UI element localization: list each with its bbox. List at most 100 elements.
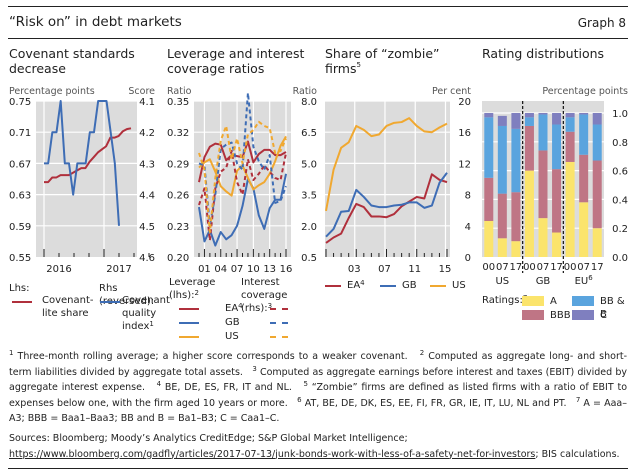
chart-covenant: Percentage points Score 0.75 0.71 0.67 0.63 0.… bbox=[9, 86, 155, 275]
legend-label: GB bbox=[402, 280, 417, 291]
bar-c bbox=[538, 113, 548, 115]
y-axis-label-right: Score bbox=[128, 86, 155, 97]
bar-bbb bbox=[565, 131, 575, 162]
bar-a bbox=[565, 161, 575, 257]
series-zombie-gb bbox=[325, 172, 448, 238]
y-tick-left: 0.26 bbox=[167, 191, 189, 202]
y-axis-label-left: Ratio bbox=[167, 86, 192, 97]
x-tick-label: 11 bbox=[408, 264, 421, 275]
legend-swatch-coverage bbox=[270, 322, 288, 324]
source-link[interactable]: https://www.bloomberg.com/gadfly/article… bbox=[9, 448, 536, 460]
y-tick-left: 0.23 bbox=[167, 222, 189, 233]
y-tick-left: 0.55 bbox=[9, 253, 31, 264]
bar-c bbox=[511, 113, 521, 129]
y-tick-right: 0 bbox=[465, 253, 471, 264]
bar-bbb bbox=[565, 117, 575, 132]
y-tick-left: 0.71 bbox=[9, 128, 31, 139]
legend-lhs-head: Lhs: bbox=[9, 283, 30, 294]
group-label: GB bbox=[536, 276, 551, 287]
graph-title: “Risk on” in debt markets bbox=[9, 14, 182, 30]
x-tick-label: 17 bbox=[510, 262, 523, 273]
x-tick-label: 17 bbox=[550, 262, 563, 273]
x-tick-label: 01 bbox=[198, 264, 211, 275]
panel-covenant: Covenant standards decrease Percentage p… bbox=[9, 46, 170, 346]
bar-c bbox=[565, 113, 575, 118]
bar-c bbox=[552, 113, 562, 125]
legend-swatch-quality bbox=[100, 301, 120, 303]
y-axis-label-left: Percentage points bbox=[9, 86, 95, 97]
bar-bbb bbox=[552, 169, 562, 233]
bar-a bbox=[592, 228, 602, 257]
y-tick-right: 0.4 bbox=[612, 195, 628, 206]
y-tick-left: 0.75 bbox=[9, 97, 31, 108]
series-ea-coverage bbox=[198, 149, 287, 242]
y-tick-right: 3.5 bbox=[301, 191, 317, 202]
bar-bbb bbox=[592, 124, 602, 161]
legend-swatch bbox=[522, 296, 544, 306]
bar-bbb bbox=[511, 128, 521, 193]
x-tick-label: 07 bbox=[231, 264, 244, 275]
x-tick-label: 15 bbox=[439, 264, 452, 275]
legend-swatch-coverage bbox=[270, 336, 288, 338]
legend-swatch bbox=[325, 285, 341, 287]
y-tick-right: 8.0 bbox=[301, 97, 317, 108]
bar-bbb bbox=[511, 192, 521, 242]
panel-title: Leverage and interest coverage ratios bbox=[167, 46, 305, 76]
x-tick-label: 07 bbox=[577, 262, 590, 273]
y-tick-right: 0.5 bbox=[301, 253, 317, 264]
legend-label-covlite: Covenant- lite share bbox=[42, 295, 94, 319]
legend-label: A bbox=[550, 296, 557, 307]
legend-label: BBB bbox=[550, 310, 571, 321]
bar-bbb bbox=[579, 114, 589, 155]
y-tick-left: 0.29 bbox=[167, 159, 189, 170]
legend-label: US bbox=[225, 331, 239, 342]
plot-area bbox=[325, 101, 450, 257]
y-tick-right: 0.6 bbox=[612, 167, 628, 178]
chart-leverage: Ratio Ratio0.350.320.290.260.230.208.06.5… bbox=[167, 86, 318, 275]
panel-ratings: Rating distributions Percentage points 1.… bbox=[482, 46, 634, 346]
bar-a bbox=[497, 238, 507, 257]
legend-coverage-head: Interest coverage (rhs):3 bbox=[241, 277, 288, 314]
y-tick-right: 4 bbox=[465, 222, 471, 233]
legend-leverage-head: Leverage (lhs):2 bbox=[169, 277, 216, 301]
bar-bbb bbox=[552, 124, 562, 170]
y-axis-label-right: Ratio bbox=[293, 86, 318, 97]
bar-bbb bbox=[592, 160, 602, 229]
y-tick-right: 6.5 bbox=[301, 128, 317, 139]
series-covenant-lite bbox=[44, 127, 132, 184]
bottom-rule bbox=[8, 468, 628, 469]
y-tick-right: 2.0 bbox=[301, 222, 317, 233]
legend-swatch-leverage bbox=[179, 336, 199, 338]
legend-label: EA4 bbox=[347, 279, 365, 291]
panel-title: Rating distributions bbox=[482, 46, 605, 61]
bar-bbb bbox=[524, 125, 534, 171]
bar-c bbox=[484, 113, 494, 118]
y-axis-label-right: Percentage points bbox=[542, 86, 628, 97]
bar-bbb bbox=[538, 150, 548, 219]
legend-swatch bbox=[572, 310, 594, 320]
x-tick-label: 2017 bbox=[106, 264, 131, 275]
x-tick-label: 13 bbox=[263, 264, 276, 275]
series-zombie-ea bbox=[325, 173, 448, 244]
legend-label: GB bbox=[225, 317, 240, 328]
panel-leverage: Leverage and interest coverage ratios Ra… bbox=[167, 46, 319, 346]
y-tick-left: 0.67 bbox=[9, 159, 31, 170]
x-tick-label: 2016 bbox=[46, 264, 71, 275]
bar-a bbox=[511, 241, 521, 257]
y-axis-label-right: Per cent bbox=[432, 86, 471, 97]
y-tick-right: 4.4 bbox=[139, 191, 155, 202]
bar-c bbox=[524, 113, 534, 118]
y-tick-right: 12 bbox=[458, 159, 471, 170]
header-rule bbox=[8, 38, 628, 39]
legend-label: EA4 bbox=[225, 302, 243, 314]
bar-c bbox=[592, 113, 602, 125]
y-tick-left: 0.63 bbox=[9, 191, 31, 202]
legend-swatch bbox=[380, 285, 396, 287]
x-tick-label: 00 bbox=[523, 262, 536, 273]
panel-title: Covenant standards decrease bbox=[9, 46, 135, 76]
panel-title: Share of “zombie” firms5 bbox=[325, 46, 440, 76]
x-tick-label: 03 bbox=[348, 264, 361, 275]
x-tick-label: 00 bbox=[482, 262, 495, 273]
